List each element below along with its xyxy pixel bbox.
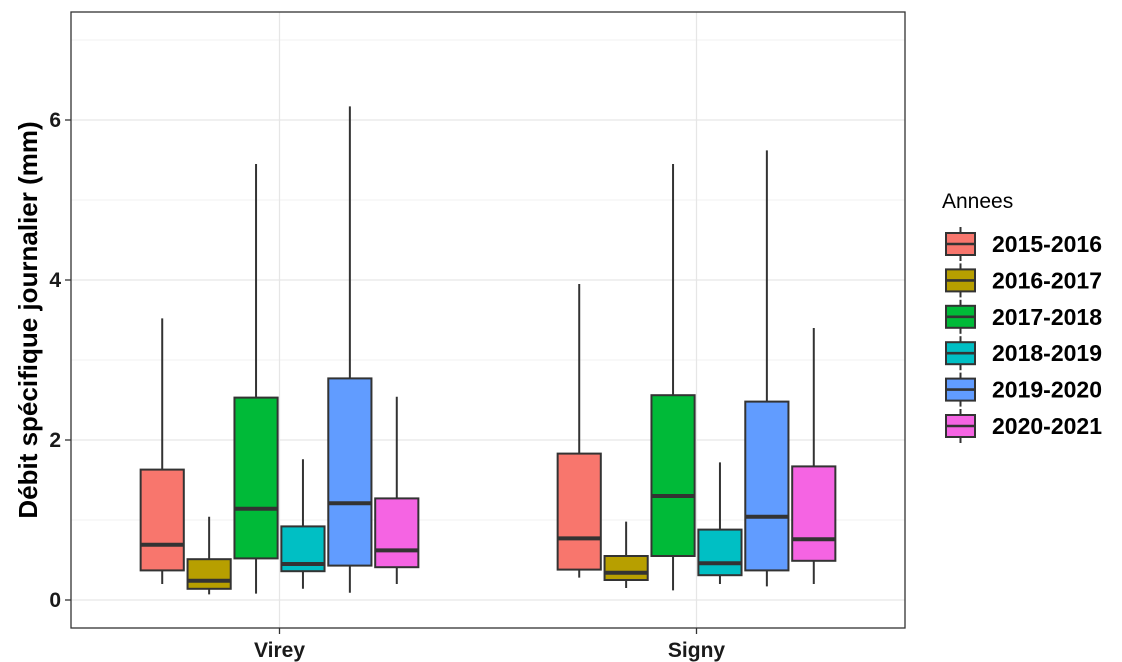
legend-label: 2016-2017 — [992, 267, 1102, 293]
legend-label: 2019-2020 — [992, 377, 1102, 403]
y-tick-label: 2 — [49, 429, 61, 452]
legend: Annees 2015-2016 2016-2017 2017-2018 2018-2… — [942, 190, 1102, 443]
box-2017-2018 — [650, 394, 696, 558]
legend-item: 2019-2020 — [945, 372, 1102, 407]
y-tick-label: 6 — [49, 109, 61, 132]
panel-border — [70, 11, 906, 629]
box-2017-2018 — [233, 396, 279, 560]
legend-label: 2018-2019 — [992, 340, 1102, 366]
y-tick-label: 0 — [49, 589, 61, 612]
box-group-virey — [139, 106, 420, 595]
y-axis-title: Débit spécifique journalier (mm) — [13, 121, 43, 518]
legend-label: 2020-2021 — [992, 413, 1102, 439]
box-groups — [139, 106, 837, 595]
legend-item: 2016-2017 — [945, 263, 1102, 298]
box-2020-2021 — [374, 497, 420, 569]
legend-item: 2017-2018 — [945, 299, 1102, 334]
y-tick-label: 4 — [49, 269, 61, 292]
box-2019-2020 — [744, 400, 790, 572]
axes: 0 2 4 6 Virey Signy — [49, 109, 725, 662]
box-group-signy — [556, 150, 837, 591]
box-2016-2017 — [186, 558, 232, 590]
box-2019-2020 — [327, 377, 373, 567]
legend-items: 2015-2016 2016-2017 2017-2018 2018-2019 2019… — [945, 227, 1102, 443]
legend-item: 2020-2021 — [945, 409, 1102, 443]
x-tick-label: Virey — [254, 639, 305, 662]
box-2015-2016 — [556, 452, 602, 571]
legend-label: 2017-2018 — [992, 304, 1102, 330]
box-2018-2019 — [697, 528, 743, 577]
box-2020-2021 — [791, 465, 837, 562]
legend-title: Annees — [942, 190, 1013, 213]
box-2015-2016 — [139, 468, 185, 572]
x-tick-label: Signy — [668, 639, 725, 662]
legend-item: 2018-2019 — [945, 336, 1102, 371]
legend-item: 2015-2016 — [945, 227, 1102, 261]
legend-label: 2015-2016 — [992, 231, 1102, 257]
box-2016-2017 — [603, 555, 649, 581]
